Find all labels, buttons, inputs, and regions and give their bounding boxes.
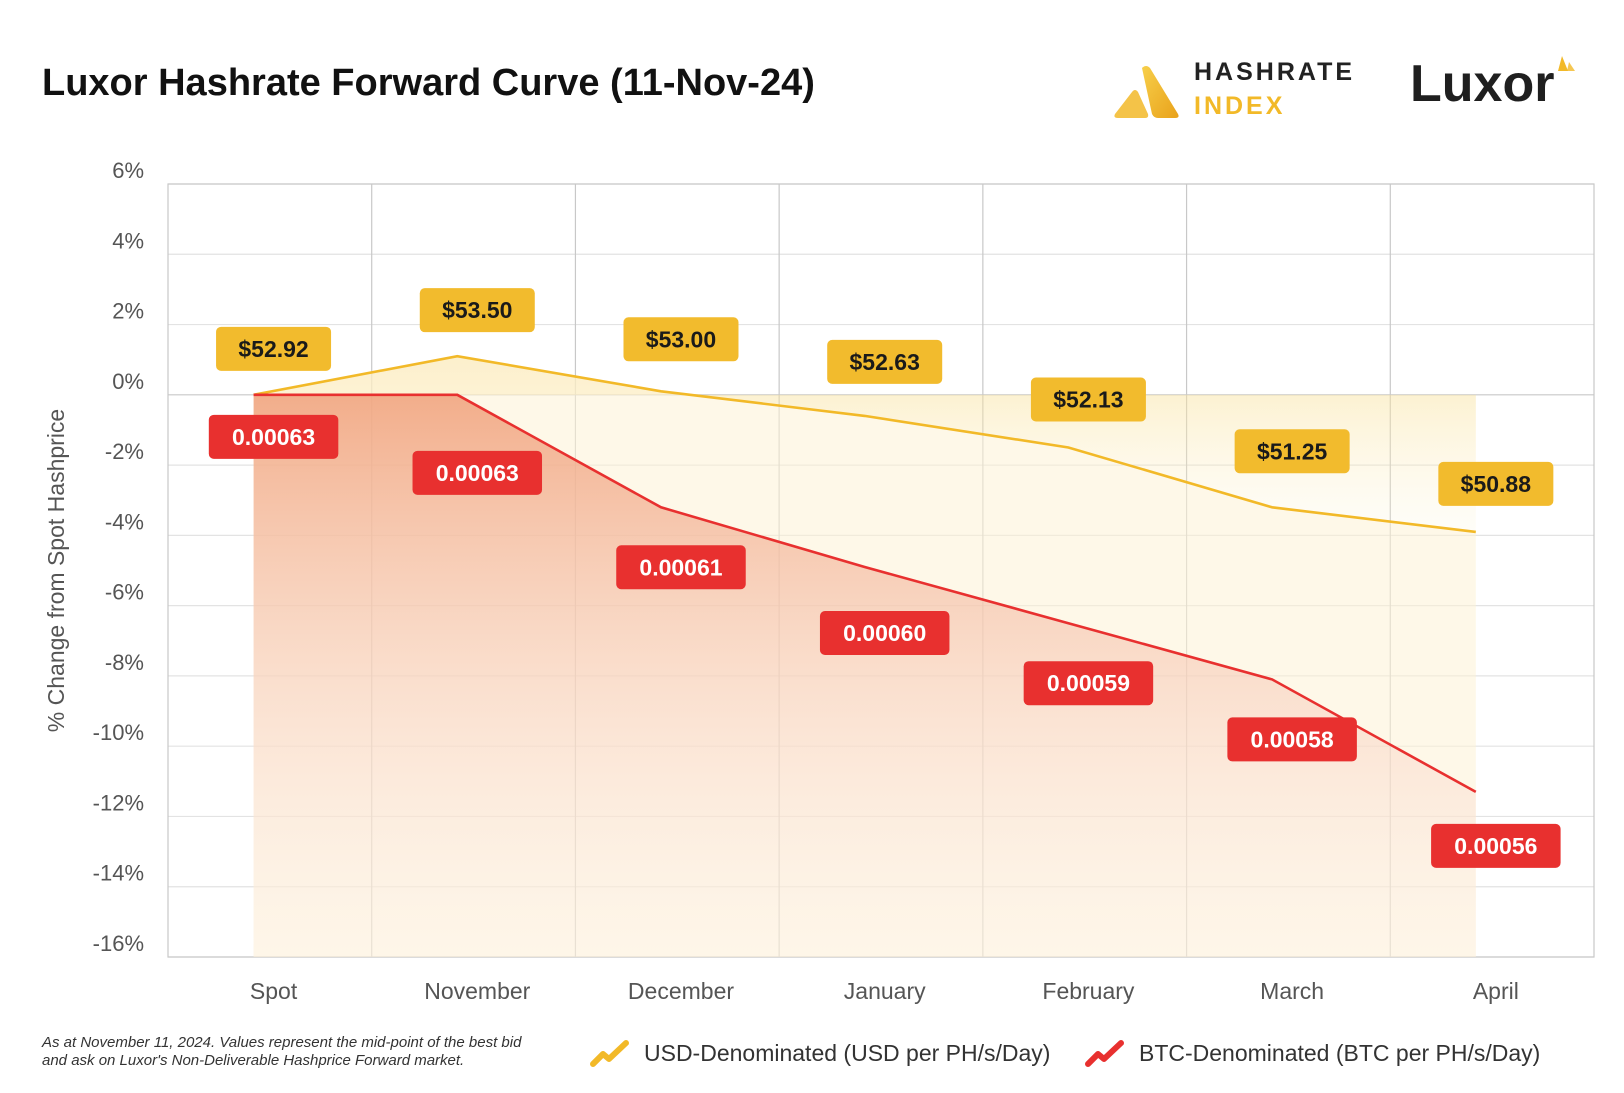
footnote: As at November 11, 2024. Values represen… — [42, 1034, 522, 1069]
usd-data-label-badge — [1030, 377, 1146, 422]
y-tick-label: -6% — [105, 580, 144, 605]
btc-data-label: 0.00060 — [843, 620, 926, 646]
hashrate-index-logo-icon — [1114, 66, 1179, 118]
usd-data-label: $52.92 — [238, 336, 308, 362]
btc-data-label: 0.00059 — [1047, 670, 1130, 696]
usd-data-label-badge — [1234, 429, 1350, 474]
usd-data-label: $50.88 — [1461, 471, 1532, 497]
usd-data-label: $51.25 — [1257, 438, 1328, 464]
y-tick-label: 4% — [112, 228, 144, 253]
legend-usd-label: USD-Denominated (USD per PH/s/Day) — [644, 1039, 1051, 1066]
legend-btc: BTC-Denominated (BTC per PH/s/Day) — [1085, 1036, 1540, 1070]
x-tick-label: March — [1260, 978, 1324, 1004]
brand-index-text: INDEX — [1194, 92, 1286, 120]
btc-area — [253, 394, 1476, 957]
usd-data-label-badge — [827, 339, 943, 384]
y-tick-label: -2% — [105, 439, 144, 464]
usd-data-label-badge — [1438, 461, 1554, 506]
usd-trend-line-icon — [590, 1040, 629, 1067]
y-tick-label: 6% — [112, 158, 144, 183]
btc-series-line — [253, 393, 1477, 794]
btc-trend-line-icon — [1085, 1040, 1124, 1067]
btc-data-label: 0.00063 — [436, 460, 519, 486]
usd-data-label-badge — [419, 288, 535, 333]
y-tick-label: 2% — [112, 299, 144, 324]
legend-btc-label: BTC-Denominated (BTC per PH/s/Day) — [1139, 1039, 1541, 1066]
page-title: Luxor Hashrate Forward Curve (11-Nov-24) — [42, 62, 815, 104]
x-tick-label: December — [628, 978, 734, 1004]
usd-data-label: $53.50 — [442, 297, 512, 323]
y-tick-label: -16% — [93, 931, 144, 956]
usd-data-label-badge — [216, 326, 332, 371]
usd-data-label: $52.13 — [1053, 387, 1123, 413]
hashrate-index-logo: HASHRATE INDEX — [1112, 58, 1362, 120]
btc-data-label: 0.00061 — [639, 554, 722, 580]
x-tick-label: November — [424, 978, 530, 1004]
y-tick-label: -14% — [93, 861, 144, 886]
usd-data-label-badge — [623, 317, 739, 362]
btc-data-label: 0.00056 — [1454, 833, 1537, 859]
btc-data-label: 0.00063 — [232, 424, 315, 450]
y-tick-label: -4% — [105, 509, 144, 534]
usd-data-label: $52.63 — [850, 349, 920, 375]
y-tick-label: -8% — [105, 650, 144, 675]
btc-data-label-badge — [412, 450, 543, 495]
luxor-logo-icon — [1555, 54, 1579, 79]
legend-usd: USD-Denominated (USD per PH/s/Day) — [590, 1036, 1050, 1070]
y-tick-label: -10% — [93, 720, 144, 745]
btc-data-label-badge — [1431, 823, 1561, 868]
x-tick-label: April — [1473, 978, 1519, 1004]
x-tick-label: February — [1042, 978, 1135, 1004]
x-tick-label: Spot — [250, 978, 298, 1004]
y-tick-label: -12% — [93, 790, 144, 815]
luxor-logo-text: Luxor — [1410, 55, 1555, 113]
btc-data-label-badge — [1227, 717, 1357, 762]
btc-data-label: 0.00058 — [1251, 726, 1334, 752]
btc-data-label-badge — [819, 610, 950, 655]
x-tick-label: January — [844, 978, 926, 1004]
btc-data-label-badge — [1023, 661, 1154, 706]
y-axis-title: % Change from Spot Hashprice — [43, 409, 69, 732]
usd-series-line — [253, 354, 1476, 534]
y-tick-label: 0% — [112, 369, 144, 394]
usd-data-label: $53.00 — [646, 326, 716, 352]
btc-data-label-badge — [616, 545, 746, 590]
usd-area — [253, 356, 1476, 532]
btc-data-label-badge — [208, 414, 339, 459]
brand-hashrate-text: HASHRATE — [1194, 58, 1356, 86]
